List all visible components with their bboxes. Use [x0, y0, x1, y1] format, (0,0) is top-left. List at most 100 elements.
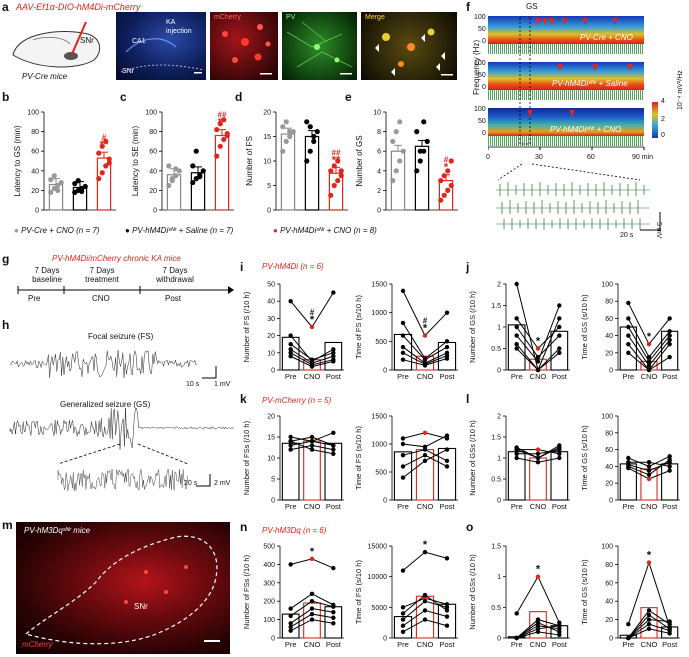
subject-point [646, 612, 652, 618]
data-point [307, 148, 313, 154]
data-point [217, 143, 223, 149]
x-tick-label: Pre [511, 372, 523, 381]
y-axis-label: Latency to GS (min) [13, 125, 22, 196]
y-tick-label: 100 [601, 282, 613, 289]
phase-pre-mid: baseline [32, 275, 62, 284]
x-tick-label: CNO [417, 502, 434, 511]
trace-label-3: PV-hM4Diˢᴺʳ + CNO [550, 125, 622, 134]
panel-label-g: g [2, 252, 10, 266]
gs-label: GS [526, 2, 538, 11]
subject-point [400, 436, 406, 441]
subject-point [422, 453, 428, 458]
y-tick-label: 1000 [371, 310, 387, 317]
time-tick: 30 [535, 154, 543, 161]
phase-cno-days: 7 Days [89, 266, 115, 275]
data-point [393, 129, 399, 135]
subject-point [557, 324, 562, 330]
y-tick-label: 0.5 [491, 605, 501, 612]
time-tick: 60 [587, 154, 595, 161]
pv-label: PV [286, 14, 296, 21]
significance-mark: # [310, 308, 315, 317]
y-tick-label: 15 [263, 134, 271, 141]
data-point [214, 153, 220, 159]
data-point [283, 119, 289, 125]
subject-point [557, 620, 562, 625]
chart-j1: 0 0.5 1 1.5 2 Number of GS (/10 h) Pre CNO Post * [468, 282, 570, 381]
subject-point [646, 363, 652, 368]
y-tick-label: 0.5 [491, 477, 501, 484]
subject-point [557, 626, 562, 631]
data-point [283, 138, 289, 144]
g-title: PV-hM4Di/mCherry chronic KA mice [52, 254, 181, 263]
data-point [173, 166, 179, 172]
subject-point [400, 320, 406, 326]
y-tick-label: 1000 [371, 442, 387, 449]
micro-snr-label: SNr [122, 68, 135, 75]
spectrogram-2 [488, 62, 644, 90]
data-point [221, 136, 227, 143]
subject-point [646, 626, 652, 631]
subject-point [646, 476, 652, 482]
data-point [166, 163, 172, 169]
significance-mark: * [647, 550, 652, 562]
subject-point [288, 624, 293, 630]
subject-point [331, 565, 336, 571]
subject-point [535, 367, 541, 373]
y-tick-label: 40 [267, 299, 275, 306]
y-axis-label: Time of GS (s/10 h) [580, 559, 589, 625]
subject-point [646, 622, 652, 627]
mouse-label: PV-Cre mice [22, 72, 68, 81]
subject-point [514, 316, 519, 321]
data-point [448, 182, 454, 189]
subject-point [626, 455, 631, 461]
chart-o2: 0 20 40 60 80 100 Time of GS (s/10 h) Pre CNO Pos… [580, 544, 680, 649]
x-tick-label: Pre [397, 372, 409, 381]
y-tick-label: 2 [497, 414, 501, 421]
panel-label-m: m [2, 518, 13, 532]
data-point [103, 138, 109, 144]
subject-point [535, 574, 541, 579]
power-unit-label: 10⁻⁴ mV²/Hz [677, 70, 684, 110]
subject-point [331, 615, 336, 620]
phase-post-label: Post [165, 294, 182, 303]
subject-point [331, 430, 336, 435]
y-tick-label: 20 [263, 110, 271, 117]
panel-label-f: f [466, 0, 470, 14]
bar [304, 135, 320, 211]
data-point [390, 178, 396, 184]
subject-point [535, 447, 541, 452]
phase-post-mid: withdrawal [156, 275, 194, 284]
data-point [335, 158, 341, 164]
y-tick-label: 400 [263, 562, 275, 569]
subject-point [444, 433, 450, 438]
bar [281, 442, 300, 501]
y-tick-label: 80 [605, 299, 613, 306]
time-axis [488, 146, 645, 150]
subject-point [646, 472, 652, 477]
y-tick-label: 200 [263, 599, 275, 606]
y-tick-label: 15 [267, 435, 275, 442]
significance-mark: ** [218, 117, 227, 129]
y-tick-label: 100 [27, 110, 39, 117]
colorbar-tick: 4 [661, 98, 665, 105]
subject-point [667, 354, 672, 360]
phase-pre-label: Pre [28, 294, 41, 303]
legend-1-label: PV-Cre + CNO (n = 7) [21, 226, 100, 235]
y-tick-label: 80 [605, 430, 613, 437]
subject-point [288, 443, 293, 448]
mouse-brain-schematic [12, 21, 101, 68]
data-point [397, 158, 403, 164]
subject-point [288, 439, 293, 444]
data-point [166, 182, 172, 189]
x-tick-label: Post [552, 502, 568, 511]
m-title: PV-hM3Dqˢᴺʳ mice [24, 526, 91, 535]
subject-point [667, 454, 672, 459]
subject-point [667, 329, 672, 334]
bar [214, 134, 230, 211]
subject-point [309, 606, 315, 611]
y-tick-label: 40 [605, 333, 613, 340]
subject-point [309, 447, 315, 452]
subject-point [626, 342, 631, 347]
subject-point [667, 457, 672, 462]
data-point [48, 177, 54, 183]
